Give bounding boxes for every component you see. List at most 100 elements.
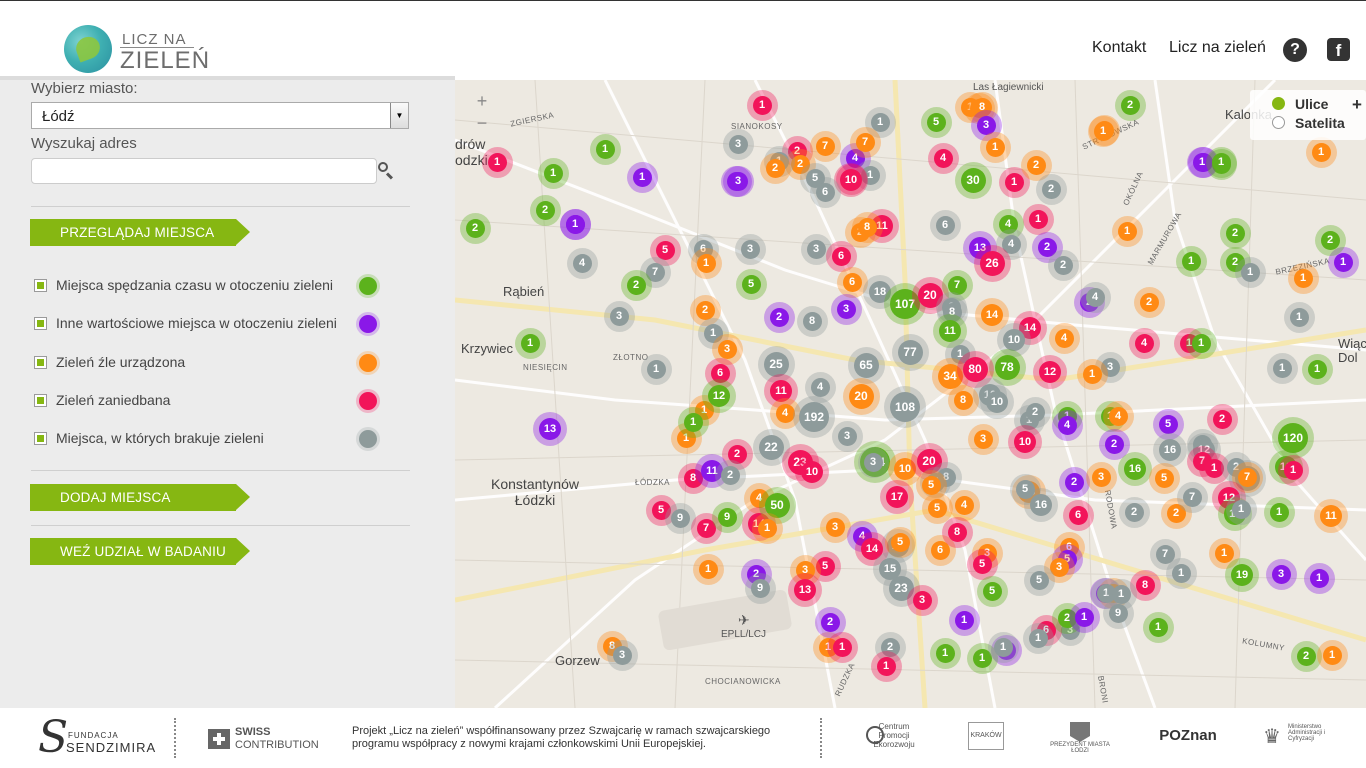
map-cluster-marker[interactable]: 1 [1316,639,1348,671]
map-cluster-marker[interactable]: 3 [722,165,754,197]
partner-logo-ministry[interactable]: Ministerstwo Administracji i Cyfryzacji [1288,724,1326,742]
map-cluster-marker[interactable]: 9 [664,502,696,534]
add-places-button[interactable]: DODAJ MIEJSCA [30,484,250,511]
map-cluster-marker[interactable]: 11 [1314,499,1348,533]
map-cluster-marker[interactable]: 3 [711,333,743,365]
map-cluster-marker[interactable]: 20 [842,377,880,415]
map-cluster-marker[interactable]: 2 [814,606,846,638]
map-cluster-marker[interactable]: 9 [744,572,776,604]
map-cluster-marker[interactable]: 12 [702,379,736,413]
map-cluster-marker[interactable]: 2 [529,194,561,226]
map-cluster-marker[interactable]: 1 [864,106,896,138]
browse-places-button[interactable]: PRZEGLĄDAJ MIEJSCA [30,219,250,246]
map-cluster-marker[interactable]: 10 [997,323,1031,357]
map-cluster-marker[interactable]: 120 [1272,417,1314,459]
layer-checkbox[interactable] [34,356,47,369]
map-cluster-marker[interactable]: 1 [1111,215,1143,247]
map-cluster-marker[interactable]: 1 [677,406,709,438]
map-cluster-marker[interactable]: 2 [620,269,652,301]
map-cluster-marker[interactable]: 2 [1219,217,1251,249]
map-cluster-marker[interactable]: 13 [533,412,567,446]
map-cluster-marker[interactable]: 1 [1175,245,1207,277]
map-cluster-marker[interactable]: 1 [1263,496,1295,528]
map-cluster-marker[interactable]: 1 [1277,454,1309,486]
map-cluster-marker[interactable]: 5 [966,548,998,580]
map-cluster-marker[interactable]: 2 [759,152,791,184]
map-cluster-marker[interactable]: 12 [1033,355,1067,389]
map-cluster-marker[interactable]: 1 [1266,352,1298,384]
map-cluster-marker[interactable]: 7 [1176,481,1208,513]
layer-checkbox[interactable] [34,432,47,445]
map-cluster-marker[interactable]: 2 [1020,149,1052,181]
map-cluster-marker[interactable]: 5 [1023,564,1055,596]
map-cluster-marker[interactable]: 1 [692,553,724,585]
map-cluster-marker[interactable]: 7 [690,512,722,544]
streets-radio[interactable] [1272,97,1285,110]
layer-toggle-row[interactable]: Miejsca, w których brakuje zieleni [34,427,384,451]
map-cluster-marker[interactable]: 3 [967,423,999,455]
map-cluster-marker[interactable]: 7 [941,269,973,301]
map-cluster-marker[interactable]: 5 [976,575,1008,607]
map-cluster-marker[interactable]: 77 [891,333,929,371]
map-cluster-marker[interactable]: 7 [809,130,841,162]
map-cluster-marker[interactable]: 3 [734,233,766,265]
map-cluster-marker[interactable]: 11 [933,314,967,348]
map-cluster-marker[interactable]: 3 [906,584,938,616]
map-cluster-marker[interactable]: 108 [884,386,926,428]
map-cluster-marker[interactable]: 4 [1102,400,1134,432]
map-cluster-marker[interactable]: 2 [1314,224,1346,256]
map-cluster-marker[interactable]: 4 [995,228,1027,260]
map-cluster-marker[interactable]: 1 [1087,115,1119,147]
map-cluster-marker[interactable]: 10 [888,452,922,486]
map-cluster-marker[interactable]: 8 [796,305,828,337]
map-cluster-marker[interactable]: 3 [606,639,638,671]
map-cluster-marker[interactable]: 1 [746,89,778,121]
sendzimir-foundation-logo[interactable]: S FUNDACJA SENDZIMIRA [38,712,155,763]
map-cluster-marker[interactable]: 2 [1047,249,1079,281]
map-cluster-marker[interactable]: 2 [689,294,721,326]
map-cluster-marker[interactable]: 4 [1051,409,1083,441]
map-cluster-marker[interactable]: 11 [865,209,899,243]
nav-kontakt[interactable]: Kontakt [1092,39,1147,56]
map-cluster-marker[interactable]: 1 [514,327,546,359]
map-cluster-marker[interactable]: 5 [1152,408,1184,440]
map-cluster-marker[interactable]: 2 [1290,640,1322,672]
map-cluster-marker[interactable]: 1 [1105,578,1137,610]
map-cluster-marker[interactable]: 18 [863,275,897,309]
search-icon[interactable] [376,160,396,180]
map-cluster-marker[interactable]: 10 [795,455,829,489]
map-cluster-marker[interactable]: 1 [1142,611,1174,643]
map-cluster-marker[interactable]: 1 [1022,622,1054,654]
map-cluster-marker[interactable]: 2 [1058,466,1090,498]
map-cluster-marker[interactable]: 3 [857,446,889,478]
map-cluster-marker[interactable]: 4 [1128,327,1160,359]
map-cluster-marker[interactable]: 5 [921,492,953,524]
map-cluster-marker[interactable]: 65 [847,346,885,384]
map-cluster-marker[interactable]: 7 [1149,538,1181,570]
partner-logo-poznan[interactable]: POZnan [1159,727,1217,744]
map-cluster-marker[interactable]: 14 [975,298,1009,332]
map-cluster-marker[interactable]: 1 [1198,452,1230,484]
map-cluster-marker[interactable]: 14 [1013,311,1047,345]
map-cluster-marker[interactable]: 1 [589,133,621,165]
map-cluster-marker[interactable]: 4 [1048,322,1080,354]
map-cluster-marker[interactable]: 19 [1225,558,1259,592]
map-cluster-marker[interactable]: 10 [980,385,1014,419]
map-cluster-marker[interactable]: 1 [1208,537,1240,569]
map-cluster-marker[interactable]: 2 [721,438,753,470]
map-cluster-marker[interactable]: 3 [800,233,832,265]
map-cluster-marker[interactable]: 50 [758,486,796,524]
map-cluster-marker[interactable]: 30 [954,161,992,199]
map-cluster-marker[interactable]: 22 [752,428,790,466]
map-cluster-marker[interactable]: 1 [1327,246,1359,278]
map-cluster-marker[interactable]: 8 [1129,569,1161,601]
layer-checkbox[interactable] [34,317,47,330]
map-cluster-marker[interactable]: 1 [1185,327,1217,359]
map-cluster-marker[interactable]: 1 [966,642,998,674]
map-cluster-marker[interactable]: 1 [826,631,858,663]
map-cluster-marker[interactable]: 3 [830,293,862,325]
map-cluster-marker[interactable]: 6 [809,176,841,208]
map-cluster-marker[interactable]: 4 [1079,281,1111,313]
map-cluster-marker[interactable]: 5 [809,550,841,582]
layer-toggle-row[interactable]: Zieleń źle urządzona [34,351,384,375]
